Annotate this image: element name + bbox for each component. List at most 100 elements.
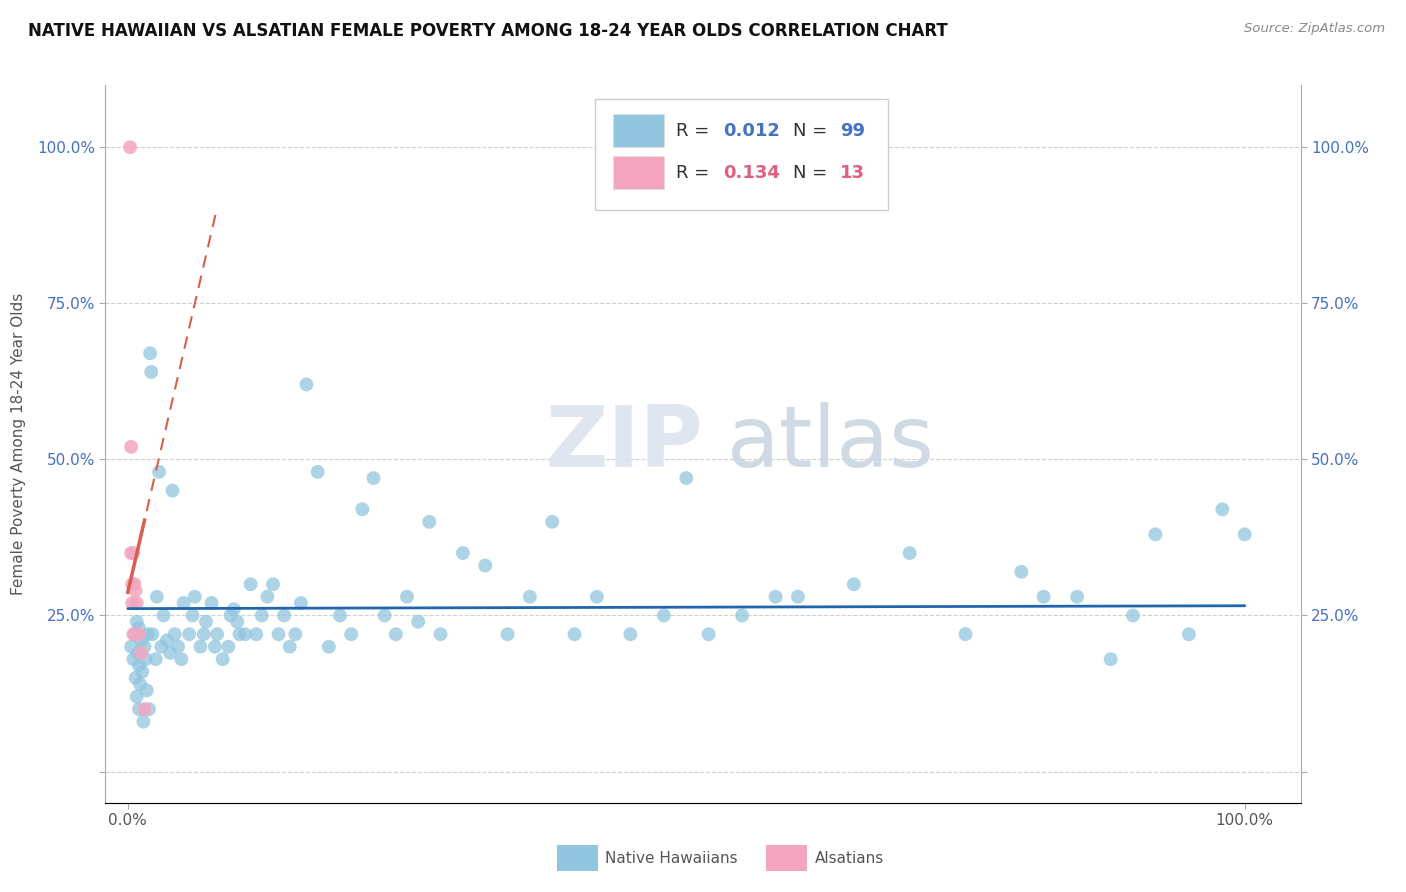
Point xyxy=(127,646,149,660)
Point xyxy=(120,440,142,454)
Text: R =: R = xyxy=(675,164,714,182)
Point xyxy=(124,577,146,591)
Text: N =: N = xyxy=(793,122,832,140)
Point xyxy=(363,471,385,485)
Point xyxy=(228,627,250,641)
Point xyxy=(128,627,150,641)
Point xyxy=(250,608,273,623)
Point xyxy=(284,627,307,641)
Point xyxy=(329,608,352,623)
Point xyxy=(278,640,301,654)
Point xyxy=(121,596,143,610)
Text: Native Hawaiians: Native Hawaiians xyxy=(605,851,738,865)
Text: NATIVE HAWAIIAN VS ALSATIAN FEMALE POVERTY AMONG 18-24 YEAR OLDS CORRELATION CHA: NATIVE HAWAIIAN VS ALSATIAN FEMALE POVER… xyxy=(28,22,948,40)
Point xyxy=(122,546,145,560)
Point xyxy=(1233,527,1256,541)
Point xyxy=(152,608,174,623)
Point xyxy=(541,515,564,529)
Point xyxy=(150,640,173,654)
Point xyxy=(290,596,312,610)
Point xyxy=(262,577,284,591)
Point xyxy=(318,640,340,654)
FancyBboxPatch shape xyxy=(613,114,664,147)
Point xyxy=(135,652,157,666)
Point xyxy=(129,633,152,648)
Point xyxy=(1010,565,1032,579)
Point xyxy=(167,640,190,654)
Point xyxy=(205,627,228,641)
Point xyxy=(239,577,262,591)
Point xyxy=(128,621,150,635)
Point xyxy=(675,471,697,485)
Point xyxy=(295,377,318,392)
Point xyxy=(125,596,148,610)
Point xyxy=(731,608,754,623)
Point xyxy=(141,365,163,379)
Point xyxy=(352,502,374,516)
Point xyxy=(1066,590,1088,604)
FancyBboxPatch shape xyxy=(766,845,807,871)
Point xyxy=(134,702,156,716)
Point xyxy=(129,677,152,691)
Point xyxy=(124,671,146,685)
Point xyxy=(146,590,169,604)
Point xyxy=(619,627,641,641)
Point xyxy=(118,140,141,154)
Point xyxy=(474,558,496,573)
Point xyxy=(697,627,720,641)
Point xyxy=(395,590,418,604)
Point xyxy=(842,577,865,591)
Point xyxy=(132,714,155,729)
Text: 0.012: 0.012 xyxy=(723,122,780,140)
Point xyxy=(765,590,787,604)
Point xyxy=(134,640,156,654)
Point xyxy=(406,615,429,629)
Point xyxy=(1211,502,1233,516)
Point xyxy=(145,652,167,666)
Point xyxy=(226,615,249,629)
Point xyxy=(159,646,181,660)
Point xyxy=(267,627,290,641)
Point xyxy=(586,590,609,604)
Point xyxy=(898,546,921,560)
Point xyxy=(138,702,160,716)
Point xyxy=(120,640,142,654)
Point xyxy=(200,596,222,610)
FancyBboxPatch shape xyxy=(596,99,889,211)
Point xyxy=(955,627,977,641)
Text: 99: 99 xyxy=(841,122,866,140)
Point xyxy=(131,665,153,679)
Point xyxy=(194,615,217,629)
Point xyxy=(181,608,204,623)
Point xyxy=(519,590,541,604)
Point xyxy=(184,590,207,604)
Text: 0.134: 0.134 xyxy=(723,164,780,182)
FancyBboxPatch shape xyxy=(613,156,664,189)
Point xyxy=(307,465,329,479)
Point xyxy=(173,596,195,610)
Point xyxy=(385,627,408,641)
Point xyxy=(128,658,150,673)
Point xyxy=(496,627,519,641)
Point xyxy=(204,640,226,654)
Point xyxy=(163,627,186,641)
Point xyxy=(564,627,586,641)
Point xyxy=(1099,652,1122,666)
Point xyxy=(193,627,215,641)
Text: ZIP: ZIP xyxy=(546,402,703,485)
Point xyxy=(451,546,474,560)
Point xyxy=(217,640,239,654)
Point xyxy=(256,590,278,604)
Point xyxy=(162,483,184,498)
Point xyxy=(190,640,212,654)
Point xyxy=(122,627,145,641)
Point xyxy=(120,546,142,560)
Point xyxy=(374,608,396,623)
Point xyxy=(245,627,267,641)
Point xyxy=(128,702,150,716)
FancyBboxPatch shape xyxy=(557,845,598,871)
Text: 13: 13 xyxy=(841,164,866,182)
Text: Alsatians: Alsatians xyxy=(815,851,884,865)
Point xyxy=(136,627,159,641)
Text: Source: ZipAtlas.com: Source: ZipAtlas.com xyxy=(1244,22,1385,36)
